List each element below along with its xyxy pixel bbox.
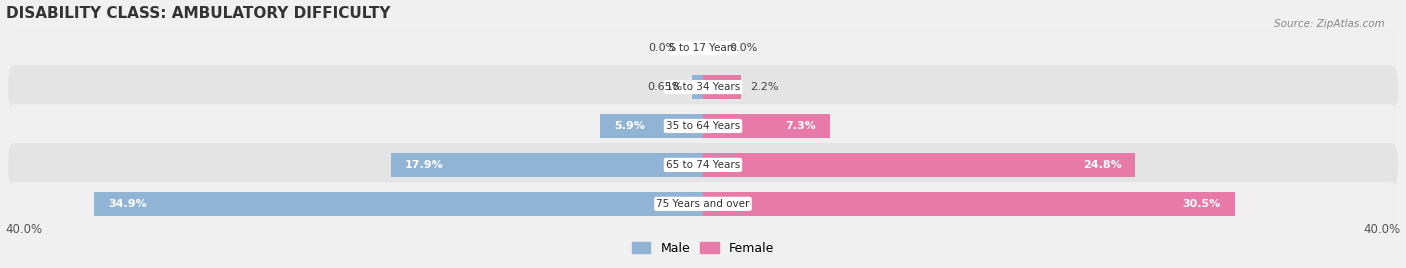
- Text: 2.2%: 2.2%: [749, 82, 779, 92]
- Text: 34.9%: 34.9%: [108, 199, 148, 209]
- Bar: [703, 192, 1234, 216]
- Bar: [703, 153, 1136, 177]
- Bar: [703, 114, 831, 138]
- Text: 40.0%: 40.0%: [1364, 223, 1400, 236]
- Text: 17.9%: 17.9%: [405, 160, 443, 170]
- Text: Source: ZipAtlas.com: Source: ZipAtlas.com: [1274, 19, 1385, 29]
- Text: 5 to 17 Years: 5 to 17 Years: [669, 43, 737, 53]
- Text: 0.65%: 0.65%: [648, 82, 683, 92]
- Bar: [692, 75, 703, 99]
- Text: 40.0%: 40.0%: [6, 223, 42, 236]
- Text: 75 Years and over: 75 Years and over: [657, 199, 749, 209]
- FancyBboxPatch shape: [8, 26, 1398, 70]
- Text: 5.9%: 5.9%: [614, 121, 645, 131]
- Bar: [600, 114, 703, 138]
- Bar: [703, 75, 741, 99]
- Text: 30.5%: 30.5%: [1182, 199, 1220, 209]
- FancyBboxPatch shape: [8, 182, 1398, 226]
- Bar: [94, 192, 703, 216]
- Text: 7.3%: 7.3%: [786, 121, 817, 131]
- Text: 35 to 64 Years: 35 to 64 Years: [666, 121, 740, 131]
- Legend: Male, Female: Male, Female: [627, 237, 779, 260]
- Text: 0.0%: 0.0%: [648, 43, 676, 53]
- FancyBboxPatch shape: [8, 104, 1398, 148]
- FancyBboxPatch shape: [8, 65, 1398, 109]
- Text: 24.8%: 24.8%: [1083, 160, 1122, 170]
- Text: 0.0%: 0.0%: [730, 43, 758, 53]
- Text: 65 to 74 Years: 65 to 74 Years: [666, 160, 740, 170]
- Text: 18 to 34 Years: 18 to 34 Years: [666, 82, 740, 92]
- Text: DISABILITY CLASS: AMBULATORY DIFFICULTY: DISABILITY CLASS: AMBULATORY DIFFICULTY: [6, 6, 389, 21]
- Bar: [391, 153, 703, 177]
- FancyBboxPatch shape: [8, 143, 1398, 187]
